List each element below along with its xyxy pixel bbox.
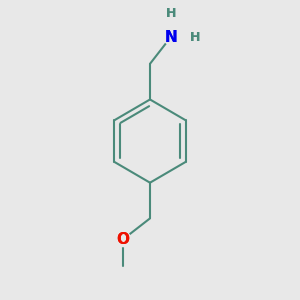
Text: O: O (117, 232, 130, 247)
Text: N: N (164, 30, 177, 45)
Circle shape (164, 6, 178, 21)
Text: H: H (166, 7, 176, 20)
Text: O: O (117, 232, 130, 247)
Text: N: N (164, 30, 177, 45)
Text: H: H (189, 31, 200, 44)
Circle shape (187, 30, 202, 44)
Circle shape (164, 30, 178, 44)
Text: H: H (189, 31, 200, 44)
Text: H: H (166, 7, 176, 20)
Circle shape (116, 232, 131, 247)
